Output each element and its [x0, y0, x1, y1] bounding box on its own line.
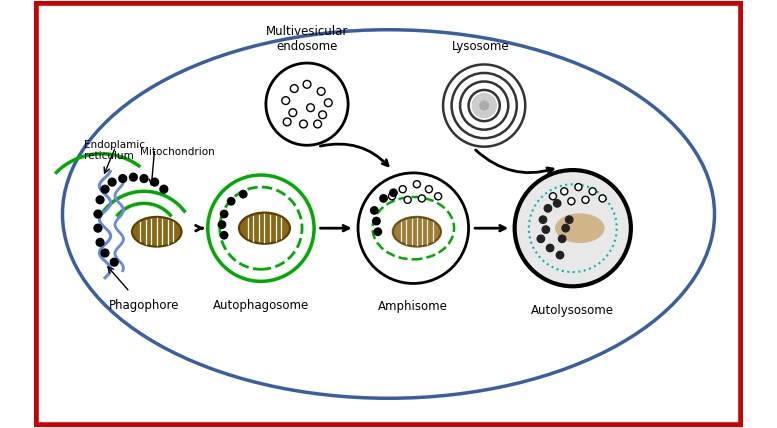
Circle shape	[388, 193, 395, 200]
Ellipse shape	[62, 30, 715, 398]
Circle shape	[434, 193, 441, 200]
Circle shape	[375, 228, 382, 235]
Circle shape	[284, 118, 291, 126]
Circle shape	[303, 80, 311, 88]
Circle shape	[566, 216, 573, 223]
Circle shape	[96, 196, 104, 204]
Circle shape	[140, 175, 148, 182]
Circle shape	[546, 244, 554, 252]
Text: Multivesicular
endosome: Multivesicular endosome	[266, 25, 348, 53]
Circle shape	[314, 120, 322, 128]
Circle shape	[119, 175, 127, 182]
Circle shape	[282, 97, 290, 104]
Circle shape	[549, 193, 556, 200]
Text: Autolysosome: Autolysosome	[531, 304, 615, 317]
Circle shape	[542, 226, 549, 233]
Circle shape	[556, 251, 563, 259]
Ellipse shape	[239, 213, 290, 244]
Circle shape	[413, 181, 420, 188]
Circle shape	[221, 232, 228, 239]
Circle shape	[130, 173, 138, 181]
Circle shape	[151, 178, 159, 186]
Circle shape	[221, 210, 228, 218]
Circle shape	[220, 187, 302, 269]
Circle shape	[399, 186, 406, 193]
Text: Endoplamic
reticulum: Endoplamic reticulum	[84, 140, 145, 161]
Circle shape	[380, 195, 387, 202]
Circle shape	[553, 200, 561, 207]
Circle shape	[324, 99, 332, 107]
Circle shape	[373, 217, 380, 225]
Circle shape	[529, 184, 617, 272]
Circle shape	[559, 235, 566, 243]
Circle shape	[514, 170, 631, 286]
Circle shape	[96, 238, 104, 246]
Circle shape	[480, 101, 489, 110]
Ellipse shape	[392, 217, 441, 247]
Circle shape	[599, 195, 606, 202]
Circle shape	[207, 175, 314, 281]
Circle shape	[472, 93, 497, 118]
Circle shape	[160, 185, 168, 193]
Circle shape	[582, 196, 589, 203]
Circle shape	[544, 205, 552, 212]
Circle shape	[418, 195, 425, 202]
Text: Lysosome: Lysosome	[451, 40, 510, 53]
Circle shape	[319, 111, 326, 119]
Text: Mitochondrion: Mitochondrion	[141, 147, 215, 157]
Circle shape	[239, 190, 247, 198]
Circle shape	[300, 120, 308, 128]
Circle shape	[101, 249, 109, 257]
Ellipse shape	[555, 213, 605, 243]
Circle shape	[218, 221, 225, 228]
Circle shape	[228, 198, 235, 205]
Circle shape	[589, 188, 596, 195]
Circle shape	[317, 87, 325, 95]
Circle shape	[94, 224, 102, 232]
Circle shape	[289, 109, 297, 116]
Circle shape	[110, 258, 118, 266]
Circle shape	[291, 85, 298, 92]
Text: Phagophore: Phagophore	[109, 299, 179, 312]
Circle shape	[371, 207, 378, 214]
Circle shape	[94, 210, 102, 218]
Text: Autophagosome: Autophagosome	[213, 299, 309, 312]
Circle shape	[575, 184, 582, 190]
Circle shape	[108, 178, 116, 186]
Circle shape	[390, 189, 397, 196]
Circle shape	[404, 196, 411, 203]
Circle shape	[561, 188, 568, 195]
Circle shape	[539, 216, 547, 223]
Circle shape	[358, 173, 469, 283]
Circle shape	[266, 63, 348, 145]
Circle shape	[425, 186, 433, 193]
Circle shape	[101, 185, 109, 193]
Circle shape	[562, 225, 570, 232]
Ellipse shape	[132, 217, 182, 247]
Circle shape	[307, 104, 315, 112]
Circle shape	[568, 198, 575, 205]
Ellipse shape	[372, 197, 454, 259]
Circle shape	[537, 235, 545, 243]
Text: Amphisome: Amphisome	[378, 300, 448, 313]
